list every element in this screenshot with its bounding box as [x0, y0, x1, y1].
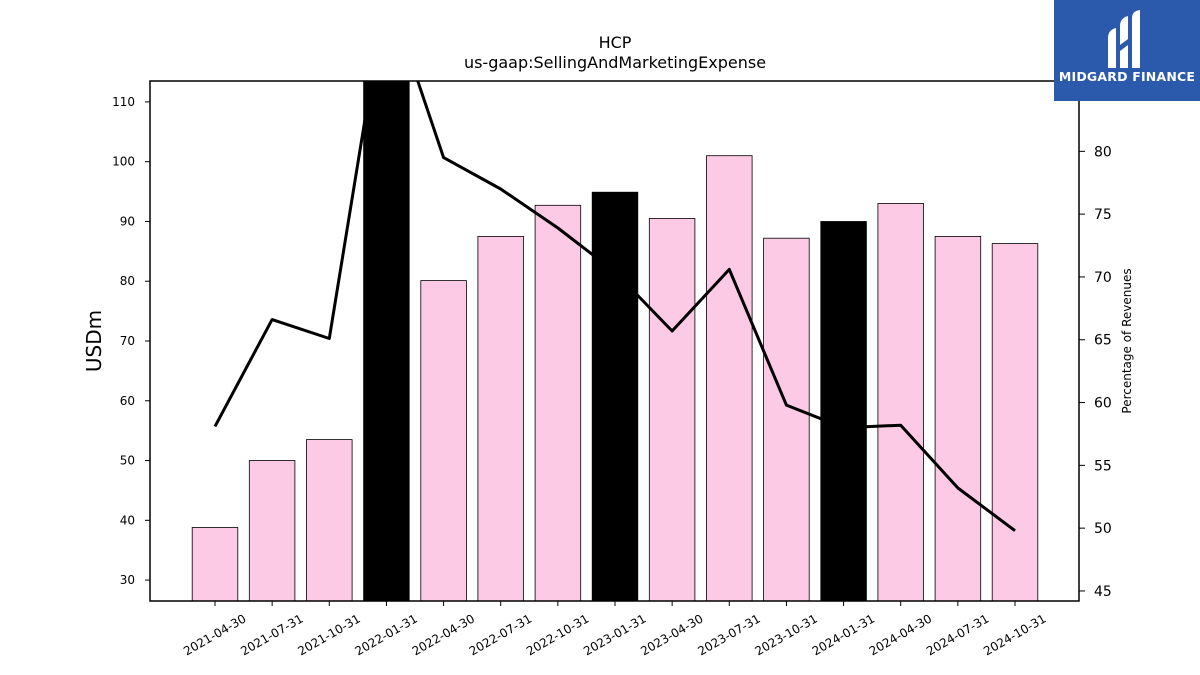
- chart-subtitle: us-gaap:SellingAndMarketingExpense: [464, 53, 766, 72]
- bar-2024-01-31: [820, 221, 867, 602]
- x-tick-label: 2021-10-31: [295, 611, 362, 658]
- y-tick-label: 40: [120, 513, 135, 527]
- x-tick-label: 2022-10-31: [524, 611, 591, 658]
- brand-logo: MIDGARD FINANCE: [1054, 0, 1200, 101]
- line-layer: [213, 81, 1016, 532]
- bar-2024-04-30: [877, 203, 924, 602]
- y-axis-label-right: Percentage of Revenues: [1120, 268, 1134, 413]
- x-tick-label: 2021-07-31: [238, 611, 305, 658]
- bar-2022-10-31: [534, 204, 582, 602]
- y-right-tick-label: 45: [1094, 584, 1112, 600]
- y-tick-label: 60: [120, 394, 135, 408]
- bar-2021-04-30: [191, 527, 239, 602]
- x-tick-label: 2022-07-31: [467, 611, 534, 658]
- x-tick-label: 2022-01-31: [352, 611, 419, 658]
- chart-title: HCP: [599, 33, 632, 52]
- bar-2022-04-30: [420, 280, 467, 602]
- x-tick-label: 2024-07-31: [924, 611, 991, 658]
- y-axis-label-left: USDm: [82, 310, 106, 372]
- y-tick-label: 90: [120, 214, 135, 228]
- x-axis: 2021-04-302021-07-312021-10-312022-01-31…: [181, 601, 1049, 658]
- bar-2023-10-31: [763, 237, 810, 602]
- x-tick-label: 2023-10-31: [752, 611, 819, 658]
- x-tick-label: 2024-10-31: [981, 611, 1048, 658]
- x-tick-label: 2021-04-30: [181, 611, 248, 658]
- right-axis: 45 50 55 60 65 70 75 80: [1079, 144, 1112, 600]
- logo-text: MIDGARD FINANCE: [1058, 69, 1196, 84]
- bar-2021-07-31: [248, 460, 296, 602]
- y-right-tick-label: 65: [1094, 333, 1112, 349]
- y-tick-label: 110: [112, 95, 135, 109]
- bar-2024-07-31: [934, 235, 982, 602]
- y-tick-label: 80: [120, 274, 135, 288]
- y-tick-label: 50: [120, 454, 135, 468]
- x-tick-label: 2023-07-31: [695, 611, 762, 658]
- left-axis: 30 40 50 60 70 80 90 100 110: [112, 95, 150, 587]
- x-tick-label: 2023-01-31: [581, 611, 648, 658]
- y-tick-label: 100: [112, 155, 135, 169]
- y-right-tick-label: 50: [1094, 521, 1112, 537]
- bar-2021-10-31: [306, 439, 353, 602]
- y-tick-label: 30: [120, 573, 135, 587]
- percentage-line: [213, 81, 1016, 532]
- x-tick-label: 2022-04-30: [410, 611, 477, 658]
- logo-mark-icon: [1108, 10, 1140, 68]
- x-tick-label: 2024-01-31: [810, 611, 877, 658]
- y-right-tick-label: 60: [1094, 396, 1112, 412]
- y-right-tick-label: 75: [1094, 207, 1112, 223]
- bar-2022-01-31: [363, 80, 410, 602]
- bar-2024-10-31: [991, 243, 1039, 602]
- bars: [191, 80, 1039, 602]
- y-right-tick-label: 70: [1094, 270, 1112, 286]
- bar-2023-01-31: [591, 191, 639, 602]
- x-tick-label: 2024-04-30: [867, 611, 934, 658]
- bar-2023-04-30: [648, 218, 696, 602]
- bar-2023-07-31: [706, 155, 753, 602]
- x-tick-label: 2023-04-30: [638, 611, 705, 658]
- y-right-tick-label: 80: [1094, 144, 1112, 160]
- bar-2022-07-31: [477, 235, 524, 602]
- y-right-tick-label: 55: [1094, 458, 1112, 474]
- y-tick-label: 70: [120, 334, 135, 348]
